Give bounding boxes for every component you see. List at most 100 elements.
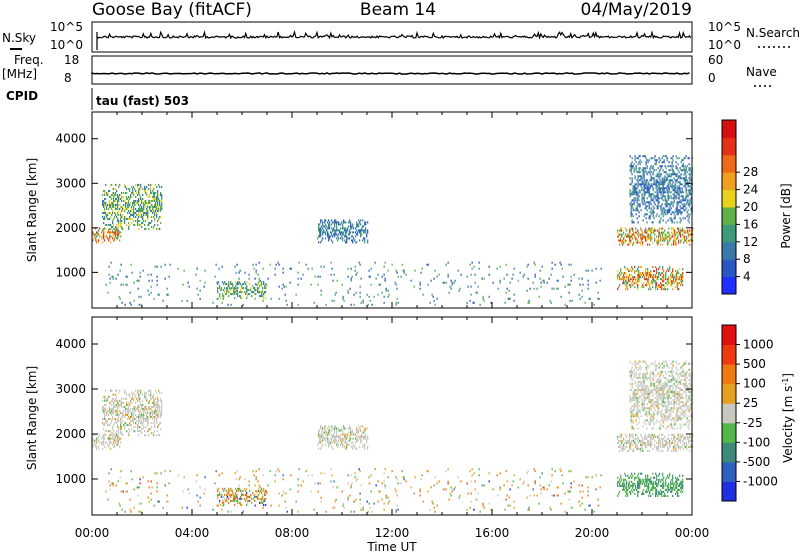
velocity-cell xyxy=(637,380,639,383)
power-cell xyxy=(503,277,505,280)
power-cell xyxy=(673,195,675,198)
power-cell xyxy=(120,218,122,220)
velocity-cell xyxy=(321,431,323,434)
power-cell xyxy=(134,202,136,204)
velocity-cell xyxy=(648,364,650,367)
power-cell xyxy=(216,281,218,284)
power-cell xyxy=(665,282,667,285)
power-cell xyxy=(674,179,676,182)
velocity-cell xyxy=(112,416,114,418)
velocity-cell xyxy=(112,409,114,412)
power-cell xyxy=(140,204,142,206)
power-cell xyxy=(231,293,233,296)
velocity-cell xyxy=(158,403,160,406)
power-cell xyxy=(640,274,642,277)
velocity-cell xyxy=(655,366,657,369)
velocity-cell xyxy=(647,476,649,479)
power-cell xyxy=(645,161,647,164)
velocity-cell xyxy=(680,480,682,483)
power-cell xyxy=(637,157,639,160)
velocity-cell xyxy=(650,389,652,391)
power-cell xyxy=(657,175,659,178)
velocity-cell xyxy=(631,405,633,408)
power-cell xyxy=(658,286,660,289)
power-cell xyxy=(647,161,649,164)
velocity-cell xyxy=(631,378,633,381)
power-cell xyxy=(114,237,116,240)
power-cell xyxy=(133,206,135,208)
power-cell xyxy=(139,200,141,202)
velocity-cell xyxy=(134,409,136,412)
power-cell xyxy=(232,285,234,288)
velocity-cell xyxy=(229,489,231,492)
power-cell xyxy=(105,202,107,204)
velocity-cell xyxy=(261,501,263,504)
power-cell xyxy=(119,204,121,206)
velocity-cell xyxy=(659,439,661,442)
velocity-cell xyxy=(645,389,647,391)
power-cell xyxy=(679,231,681,234)
power-cell xyxy=(240,297,242,300)
power-cell xyxy=(157,224,159,226)
velocity-cell xyxy=(635,372,637,375)
power-cell xyxy=(670,284,672,287)
velocity-cell xyxy=(339,435,341,438)
power-cell xyxy=(681,274,683,277)
power-cell xyxy=(123,208,125,210)
power-cell xyxy=(624,282,626,285)
velocity-cell xyxy=(620,476,622,479)
power-cell xyxy=(625,284,627,287)
velocity-cell xyxy=(138,393,140,396)
power-cell xyxy=(139,208,141,210)
velocity-cell xyxy=(643,421,645,424)
power-cell xyxy=(631,278,633,281)
velocity-cell xyxy=(136,420,138,423)
power-cell xyxy=(534,273,536,276)
velocity-cell xyxy=(144,405,146,408)
power-cell xyxy=(252,285,254,288)
power-cell xyxy=(660,181,662,184)
power-cell xyxy=(364,241,366,244)
power-cell xyxy=(131,214,133,216)
power-cell xyxy=(388,293,390,296)
power-cell xyxy=(144,200,146,202)
velocity-cell xyxy=(246,495,248,498)
velocity-cell xyxy=(139,426,141,429)
velocity-cell xyxy=(659,492,661,495)
power-cell xyxy=(138,210,140,212)
power-cell xyxy=(644,185,646,188)
velocity-cell xyxy=(646,415,648,418)
power-cell xyxy=(335,221,337,224)
velocity-cell xyxy=(650,439,652,442)
velocity-cell xyxy=(642,441,644,444)
power-cell xyxy=(147,218,149,220)
power-cell xyxy=(450,279,452,282)
power-cell xyxy=(642,243,644,246)
velocity-cell xyxy=(671,441,673,444)
velocity-cell xyxy=(639,376,641,379)
velocity-cell xyxy=(635,399,637,402)
power-cell xyxy=(681,282,683,285)
power-cell xyxy=(448,291,450,294)
power-cell xyxy=(632,237,634,240)
velocity-cell xyxy=(655,421,657,424)
velocity-cell xyxy=(661,484,663,487)
power-cell xyxy=(658,181,660,184)
power-cell xyxy=(675,233,677,236)
power-cell xyxy=(649,274,651,277)
velocity-cell xyxy=(110,447,112,450)
power-cell xyxy=(631,235,633,238)
power-cell xyxy=(630,268,632,271)
velocity-cell xyxy=(352,429,354,432)
power-cell xyxy=(650,175,652,178)
velocity-cell xyxy=(637,368,639,371)
power-cell xyxy=(648,276,650,279)
power-cell xyxy=(664,211,666,214)
velocity-cell xyxy=(688,437,690,440)
power-cell xyxy=(499,279,501,282)
power-cell xyxy=(148,183,150,186)
power-cell xyxy=(114,194,116,196)
power-cell xyxy=(617,270,619,273)
velocity-cell xyxy=(646,437,648,440)
velocity-cell xyxy=(674,443,676,446)
